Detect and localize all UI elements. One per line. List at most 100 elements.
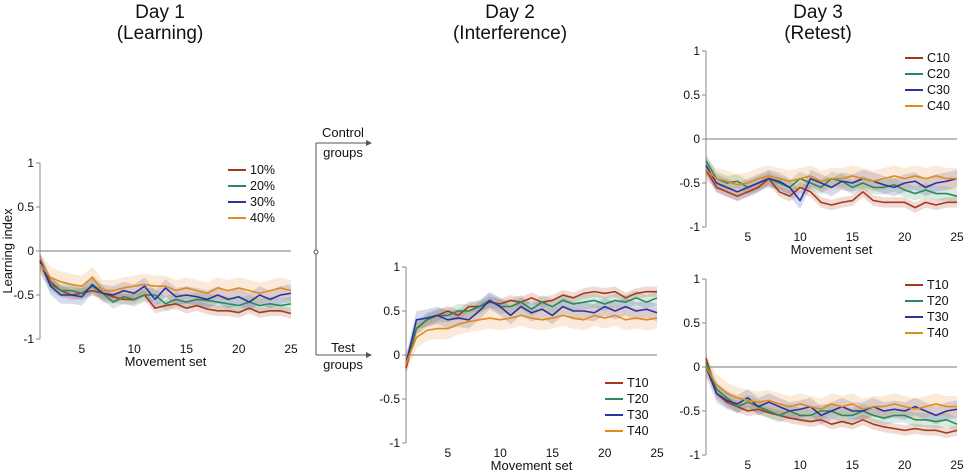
day3-title-line1: Day 3: [793, 2, 843, 23]
series-band-T10: [706, 352, 957, 439]
y-tick-label: 0.5: [17, 200, 34, 214]
x-tick-label: 15: [546, 446, 560, 460]
y-tick-label: -0.5: [679, 176, 700, 190]
y-tick-label: -0.5: [13, 288, 34, 302]
x-axis-label: Movement set: [125, 354, 207, 369]
series-line-T10: [405, 290, 657, 369]
series-line-C10: [705, 169, 957, 209]
series-band-T10: [406, 286, 657, 374]
legend-label: T30: [627, 408, 649, 422]
legend-label: T10: [927, 278, 949, 292]
series-line-40%: [39, 263, 292, 295]
series-line-T20: [405, 296, 658, 365]
flow-test-arrow-icon: [366, 352, 372, 358]
y-tick-label: 0: [693, 360, 700, 374]
series-line-C30: [705, 164, 958, 202]
x-tick-label: 20: [598, 446, 612, 460]
y-tick-label: 0: [27, 244, 34, 258]
legend-label: C20: [927, 67, 950, 81]
x-tick-label: 10: [793, 230, 807, 244]
x-tick-label: 15: [846, 458, 860, 471]
y-tick-label: 0.5: [683, 88, 700, 102]
flow-test-label-line2: groups: [323, 357, 363, 372]
x-tick-label: 25: [650, 446, 664, 460]
y-tick-label: 0.5: [383, 304, 400, 318]
y-tick-label: -0.5: [379, 392, 400, 406]
legend-label: T30: [927, 310, 949, 324]
y-tick-label: -1: [389, 436, 400, 450]
legend-label: T20: [927, 294, 949, 308]
legend-label: C30: [927, 83, 950, 97]
legend-label: 20%: [250, 179, 275, 193]
y-tick-label: 1: [693, 272, 700, 286]
series-line-C40: [705, 169, 957, 186]
y-tick-label: -0.5: [679, 404, 700, 418]
y-tick-label: 0.5: [683, 316, 700, 330]
y-tick-label: 0: [393, 348, 400, 362]
legend: C10 C20 C30 C40: [905, 51, 950, 113]
group-flow-connector: Control groups Test groups: [313, 125, 372, 372]
x-tick-label: 10: [127, 342, 141, 356]
flow-control-label-line1: Control: [322, 125, 364, 140]
series-line-T40: [405, 314, 658, 365]
series-band-30%: [40, 252, 291, 311]
day1-title-line1: Day 1: [135, 2, 185, 23]
day3-title-line2: (Retest): [784, 23, 852, 44]
x-tick-label: 15: [180, 342, 194, 356]
x-tick-label: 25: [284, 342, 298, 356]
legend-label: T40: [627, 424, 649, 438]
x-tick-label: 10: [493, 446, 507, 460]
y-tick-label: 1: [693, 44, 700, 58]
legend-label: 40%: [250, 211, 275, 225]
legend-label: C40: [927, 99, 950, 113]
x-tick-label: 5: [78, 342, 85, 356]
legend-label: T20: [627, 392, 649, 406]
y-tick-label: 1: [27, 156, 34, 170]
x-tick-label: 5: [444, 446, 451, 460]
x-tick-label: 10: [793, 458, 807, 471]
series-band-T30: [706, 358, 957, 425]
x-axis-label: Movement set: [791, 242, 873, 257]
y-tick-label: -1: [23, 332, 34, 346]
series-line-T10: [705, 357, 958, 434]
series-line-T40: [705, 366, 957, 411]
legend-label: C10: [927, 51, 950, 65]
x-tick-label: 25: [950, 230, 964, 244]
x-tick-label: 20: [898, 230, 912, 244]
y-tick-label: 0: [693, 132, 700, 146]
series-line-30%: [39, 261, 292, 303]
day2-title-line2: (Interference): [453, 23, 567, 44]
x-tick-label: 15: [846, 230, 860, 244]
x-tick-label: 5: [744, 458, 751, 471]
legend-label: 10%: [250, 163, 275, 177]
flow-test-label-line1: Test: [331, 340, 355, 355]
y-tick-label: 1: [393, 260, 400, 274]
day1-title-line2: (Learning): [117, 23, 204, 44]
flow-control-label-line2: groups: [323, 145, 363, 160]
series-band-C40: [706, 159, 957, 196]
legend-label: T10: [627, 376, 649, 390]
x-tick-label: 20: [898, 458, 912, 471]
legend-label: 30%: [250, 195, 275, 209]
x-tick-label: 20: [232, 342, 246, 356]
series-line-T30: [405, 299, 658, 364]
series-band-20%: [40, 254, 291, 313]
y-tick-label: -1: [689, 220, 700, 234]
x-axis-label: Movement set: [491, 458, 573, 471]
flow-node: [313, 249, 319, 255]
legend-label: T40: [927, 326, 949, 340]
y-tick-label: -1: [689, 448, 700, 462]
day2-title-line1: Day 2: [485, 2, 535, 23]
legend: T10 T20 T30 T40: [605, 376, 649, 438]
series-band-C30: [706, 156, 957, 210]
y-axis-label: Learning index: [0, 208, 15, 294]
series-line-T30: [705, 366, 958, 417]
flow-control-arrow-icon: [366, 140, 372, 146]
x-tick-label: 5: [744, 230, 751, 244]
